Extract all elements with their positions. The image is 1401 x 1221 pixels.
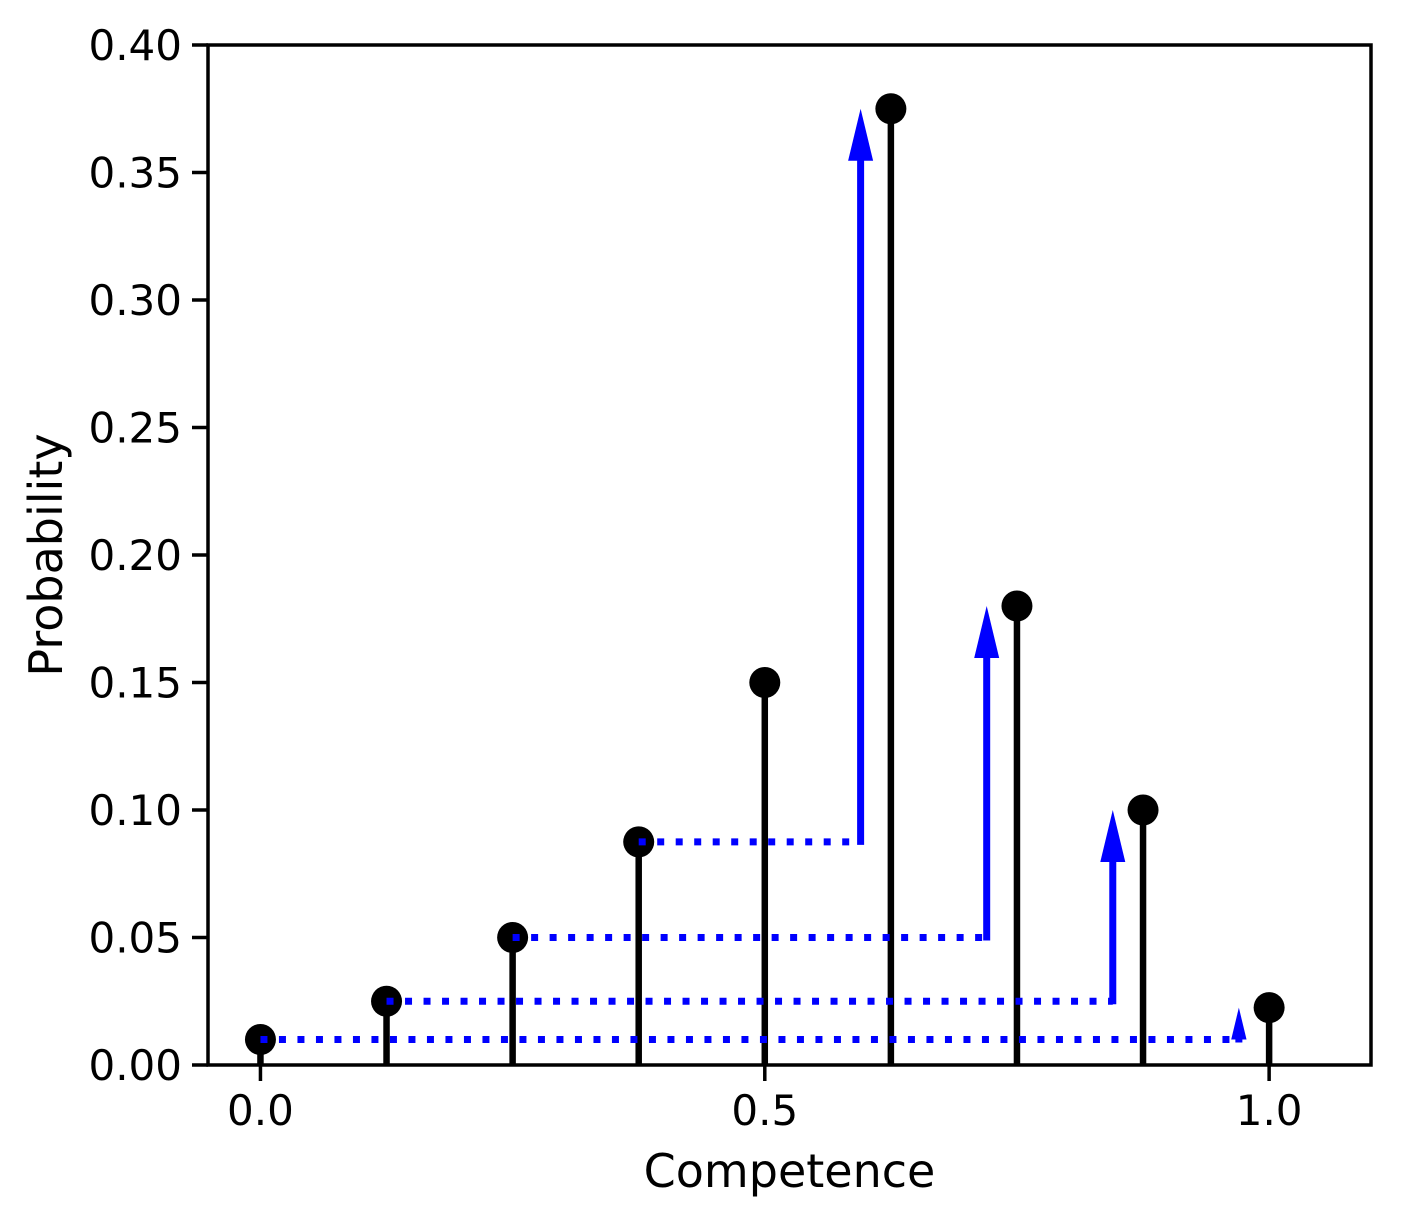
shift-arrow-head	[848, 108, 874, 161]
y-tick-label: 0.25	[88, 404, 182, 453]
y-axis-label: Probability	[19, 433, 73, 676]
arrows-layer	[260, 108, 1247, 1043]
axes-layer: 0.0 0.5 1.0 0.00 0.05 0.10 0.15 0.20 0.25 0.30 0.3…	[88, 21, 1373, 1135]
y-tick-label: 0.20	[88, 531, 182, 580]
y-tick-label: 0.10	[88, 786, 182, 835]
stem-marker	[1253, 992, 1285, 1024]
y-tick-label: 0.40	[88, 21, 182, 70]
y-tick-label: 0.35	[88, 149, 182, 198]
stems-layer	[244, 93, 1285, 1065]
stem-marker	[1127, 794, 1159, 826]
shift-arrow-head	[974, 606, 1000, 658]
y-tick-label: 0.00	[88, 1041, 182, 1090]
stem-marker	[1001, 590, 1033, 622]
x-tick-label: 1.0	[1236, 1086, 1303, 1135]
stem-marker	[749, 667, 781, 698]
y-tick-label: 0.05	[88, 914, 182, 963]
shift-arrow-head	[1100, 810, 1126, 862]
plot-border	[206, 43, 1373, 1067]
shift-arrow-head	[1231, 1007, 1247, 1040]
x-tick-label: 0.5	[731, 1086, 798, 1135]
y-tick-label: 0.30	[88, 276, 182, 325]
x-tick-label: 0.0	[227, 1086, 294, 1135]
x-axis-label: Competence	[644, 1144, 936, 1198]
stem-marker	[875, 93, 907, 125]
y-tick-label: 0.15	[88, 659, 182, 708]
